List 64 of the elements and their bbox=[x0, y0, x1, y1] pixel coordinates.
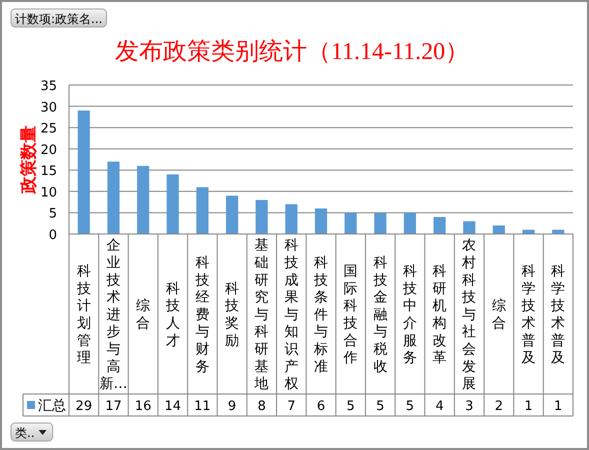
category-label: 基础研究与科研基地 bbox=[254, 238, 269, 392]
data-label: 5 bbox=[376, 399, 384, 414]
category-label: 企业技术进步与高新… bbox=[99, 238, 128, 392]
bar bbox=[522, 230, 535, 234]
bar bbox=[314, 208, 328, 234]
x-tick-label: 科技奖励 bbox=[224, 280, 240, 349]
bar bbox=[137, 166, 150, 234]
bar bbox=[226, 196, 238, 234]
bar bbox=[552, 230, 564, 234]
data-label: 14 bbox=[164, 399, 182, 414]
data-label: 11 bbox=[194, 399, 211, 414]
y-axis-title: 政策数量 bbox=[19, 126, 39, 194]
data-label: 5 bbox=[406, 399, 414, 414]
y-tick-label: 0 bbox=[48, 228, 57, 243]
bar bbox=[404, 212, 416, 234]
data-label: 1 bbox=[554, 399, 562, 414]
bar bbox=[107, 162, 120, 234]
chart-title: 发布政策类别统计（11.14-11.20） bbox=[114, 38, 470, 65]
bar bbox=[344, 212, 357, 234]
bar bbox=[256, 200, 268, 234]
data-label: 9 bbox=[228, 399, 236, 414]
legend-label: 汇总 bbox=[38, 398, 66, 414]
bar bbox=[285, 204, 298, 234]
category-label: 农村科技与社会发展 bbox=[462, 238, 476, 392]
data-label: 8 bbox=[258, 399, 266, 414]
y-tick-label: 35 bbox=[40, 79, 57, 94]
data-label: 1 bbox=[524, 399, 533, 414]
text: 计数项:政策名... bbox=[15, 12, 102, 26]
data-label: 5 bbox=[346, 399, 355, 414]
y-tick-label: 10 bbox=[40, 185, 57, 200]
x-tick-label: 科技条件与标准 bbox=[313, 254, 328, 375]
x-tick-label: 科学技术普及 bbox=[520, 264, 536, 366]
bar bbox=[196, 187, 208, 234]
y-tick-label: 20 bbox=[40, 142, 57, 158]
y-tick-label: 15 bbox=[40, 164, 57, 180]
bar bbox=[463, 221, 476, 234]
data-label: 16 bbox=[134, 399, 152, 414]
x-tick-label: 科技人才 bbox=[164, 280, 180, 349]
x-tick-label: 科技经费与财务 bbox=[194, 254, 210, 375]
data-label: 2 bbox=[494, 399, 504, 414]
x-tick-label: 科学技术普及 bbox=[550, 264, 566, 366]
data-label: 7 bbox=[287, 399, 296, 414]
bar bbox=[374, 212, 386, 234]
data-label: 17 bbox=[105, 399, 122, 414]
y-tick-label: 25 bbox=[40, 122, 57, 137]
data-label: 3 bbox=[465, 399, 474, 414]
y-tick-label: 30 bbox=[40, 100, 57, 116]
bar bbox=[166, 174, 179, 234]
category-label: 科技成果与知识产权 bbox=[284, 238, 298, 392]
data-label: 4 bbox=[435, 399, 444, 414]
x-tick-label: 科技计划管理 bbox=[76, 264, 91, 366]
text: 类.. bbox=[15, 426, 35, 440]
x-tick-label: 综合 bbox=[136, 298, 150, 332]
x-tick-label: 科研机构改革 bbox=[432, 264, 447, 366]
data-label: 6 bbox=[316, 399, 326, 414]
bar bbox=[492, 225, 505, 234]
bar bbox=[78, 110, 90, 234]
x-tick-label: 科技金融与税收 bbox=[372, 254, 388, 375]
data-label: 29 bbox=[76, 399, 92, 414]
y-tick-label: 5 bbox=[48, 206, 57, 222]
x-tick-label: 科技中介服务 bbox=[402, 264, 417, 366]
x-tick-label: 国际科技合作 bbox=[342, 264, 358, 366]
x-tick-label: 综合 bbox=[492, 298, 506, 332]
bar bbox=[434, 216, 446, 234]
